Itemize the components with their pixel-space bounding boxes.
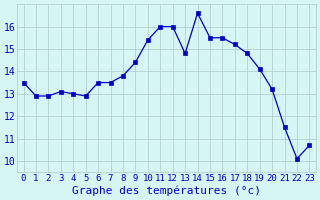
X-axis label: Graphe des températures (°c): Graphe des températures (°c) — [72, 185, 261, 196]
